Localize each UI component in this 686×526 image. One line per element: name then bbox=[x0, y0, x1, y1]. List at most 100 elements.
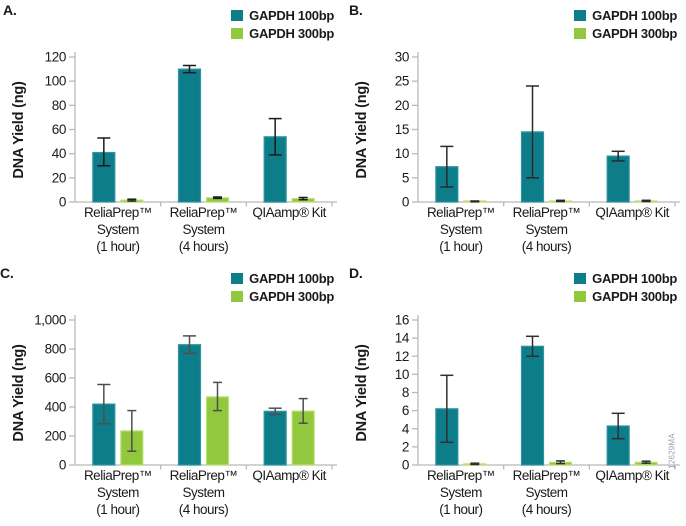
legend-swatch-teal bbox=[231, 273, 244, 284]
y-tick-label: 0 bbox=[59, 458, 66, 473]
x-category-label: System bbox=[97, 222, 139, 237]
x-category-label: ReliaPrep™ bbox=[427, 205, 495, 220]
x-category-label: (1 hour) bbox=[439, 502, 482, 517]
error-bar bbox=[526, 85, 539, 179]
y-tick-label: 10 bbox=[395, 146, 409, 161]
y-tick-label: 400 bbox=[45, 400, 66, 415]
legend-label: GAPDH 300bp bbox=[249, 26, 334, 41]
y-tick-label: 600 bbox=[45, 371, 66, 386]
bar bbox=[177, 344, 202, 466]
legend-label: GAPDH 100bp bbox=[249, 271, 334, 286]
x-category-label: ReliaPrep™ bbox=[170, 205, 238, 220]
y-tick-label: 6 bbox=[402, 403, 409, 418]
panel-c: 0 200 400 600 800 1,000 ReliaPrep™ System (1 hou… bbox=[0, 263, 343, 526]
error-bar bbox=[611, 412, 625, 440]
panel-label-d: D. bbox=[349, 265, 363, 281]
error-bar bbox=[641, 199, 651, 203]
figure-id-watermark: 12629MA bbox=[664, 420, 680, 482]
chart-canvas-d: 0 2 4 6 8 10 12 14 16 ReliaPrep™ System (1 hour) Rel… bbox=[395, 313, 680, 517]
error-bar bbox=[97, 383, 111, 425]
chart-canvas-a: 0 20 40 60 80 100 120 ReliaPrep™ System (1 hour) R… bbox=[45, 50, 337, 254]
legend-d: GAPDH 100bp GAPDH 300bp bbox=[574, 271, 677, 304]
x-category-label: (1 hour) bbox=[439, 239, 482, 254]
y-tick-label: 20 bbox=[52, 170, 66, 185]
y-tick-label: 10 bbox=[395, 367, 409, 382]
x-category-label: QIAamp® Kit bbox=[595, 468, 669, 483]
error-bar bbox=[213, 381, 222, 412]
x-category-label: System bbox=[440, 222, 482, 237]
legend-swatch-green bbox=[231, 28, 244, 39]
legend-c: GAPDH 100bp GAPDH 300bp bbox=[231, 271, 334, 304]
x-category-label: System bbox=[182, 485, 224, 500]
legend-item-gapdh-300bp: GAPDH 300bp bbox=[574, 289, 677, 304]
x-category-label: ReliaPrep™ bbox=[513, 205, 581, 220]
y-tick-label: 14 bbox=[395, 331, 410, 346]
legend-swatch-teal bbox=[574, 273, 587, 284]
legend-item-gapdh-300bp: GAPDH 300bp bbox=[231, 289, 334, 304]
y-tick-label: 20 bbox=[395, 98, 409, 113]
error-bar bbox=[556, 460, 565, 465]
error-bar bbox=[127, 409, 137, 452]
x-category-label: (4 hours) bbox=[522, 239, 572, 254]
y-tick-label: 0 bbox=[59, 195, 66, 210]
y-tick-label: 30 bbox=[395, 50, 409, 65]
error-bar bbox=[268, 407, 282, 416]
legend-item-gapdh-100bp: GAPDH 100bp bbox=[231, 8, 334, 23]
y-tick-label: 0 bbox=[402, 195, 409, 210]
legend-item-gapdh-100bp: GAPDH 100bp bbox=[574, 271, 677, 286]
y-tick-label: 2 bbox=[402, 439, 409, 454]
x-category-label: (1 hour) bbox=[96, 502, 139, 517]
error-bar bbox=[183, 335, 196, 355]
error-bar bbox=[470, 462, 480, 466]
y-tick-label: 80 bbox=[52, 98, 66, 113]
y-axis-title-c: DNA Yield (ng) bbox=[11, 344, 27, 442]
legend-label: GAPDH 100bp bbox=[592, 8, 677, 23]
x-category-label: ReliaPrep™ bbox=[427, 468, 495, 483]
x-category-label: QIAamp® Kit bbox=[252, 468, 326, 483]
chart-canvas-c: 0 200 400 600 800 1,000 ReliaPrep™ System (1 hou… bbox=[34, 313, 337, 517]
y-tick-label: 25 bbox=[395, 74, 409, 89]
y-tick-label: 8 bbox=[402, 385, 409, 400]
x-category-label: System bbox=[440, 485, 482, 500]
y-tick-label: 5 bbox=[402, 170, 409, 185]
y-tick-label: 40 bbox=[52, 146, 66, 161]
y-tick-label: 15 bbox=[395, 122, 409, 137]
error-bar bbox=[526, 335, 539, 358]
y-tick-label: 1,000 bbox=[34, 313, 66, 328]
error-bar bbox=[440, 374, 454, 444]
legend-label: GAPDH 100bp bbox=[249, 8, 334, 23]
y-tick-label: 60 bbox=[52, 122, 66, 137]
legend-swatch-green bbox=[574, 291, 587, 302]
panel-label-a: A. bbox=[3, 2, 17, 18]
x-category-label: (1 hour) bbox=[96, 239, 139, 254]
x-category-label: ReliaPrep™ bbox=[513, 468, 581, 483]
legend-label: GAPDH 100bp bbox=[592, 271, 677, 286]
legend-a: GAPDH 100bp GAPDH 300bp bbox=[231, 8, 334, 41]
y-tick-label: 12 bbox=[395, 349, 409, 364]
y-tick-label: 800 bbox=[45, 342, 66, 357]
bar bbox=[263, 410, 287, 466]
y-tick-label: 200 bbox=[45, 429, 66, 444]
y-tick-label: 0 bbox=[402, 458, 409, 473]
legend-label: GAPDH 300bp bbox=[249, 289, 334, 304]
y-tick-label: 100 bbox=[45, 74, 66, 89]
legend-label: GAPDH 300bp bbox=[592, 26, 677, 41]
bar bbox=[520, 345, 545, 466]
y-tick-label: 4 bbox=[402, 421, 410, 436]
x-category-label: (4 hours) bbox=[179, 239, 229, 254]
legend-swatch-green bbox=[231, 291, 244, 302]
panel-b: 0 5 10 15 20 25 30 ReliaPrep™ System (1 hour) Reli… bbox=[343, 0, 686, 263]
legend-swatch-teal bbox=[574, 10, 587, 21]
x-category-label: System bbox=[525, 485, 567, 500]
error-bar bbox=[127, 198, 137, 202]
x-category-label: System bbox=[525, 222, 567, 237]
legend-item-gapdh-300bp: GAPDH 300bp bbox=[231, 26, 334, 41]
error-bar bbox=[641, 460, 651, 464]
figure-id-text: 12629MA bbox=[667, 433, 677, 469]
panel-a: 0 20 40 60 80 100 120 ReliaPrep™ System (1 hour) R… bbox=[0, 0, 343, 263]
error-bar bbox=[440, 145, 454, 188]
legend-b: GAPDH 100bp GAPDH 300bp bbox=[574, 8, 677, 41]
error-bar bbox=[183, 64, 196, 74]
error-bar bbox=[213, 196, 222, 200]
